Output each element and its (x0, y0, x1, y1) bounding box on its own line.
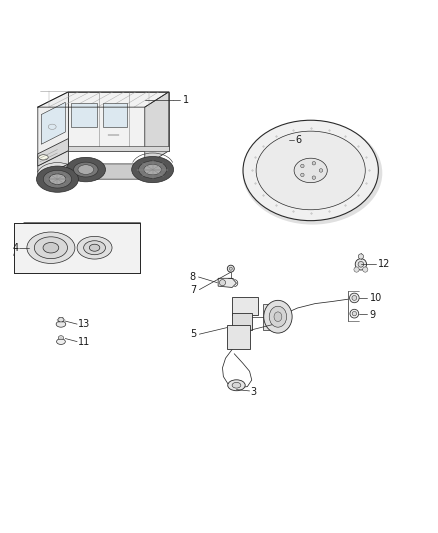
Text: 5: 5 (191, 329, 197, 339)
Ellipse shape (352, 311, 357, 316)
Ellipse shape (89, 244, 100, 251)
Circle shape (60, 336, 62, 339)
Polygon shape (14, 223, 141, 255)
Polygon shape (38, 139, 68, 166)
Ellipse shape (34, 237, 67, 259)
Circle shape (312, 161, 316, 165)
Ellipse shape (229, 267, 232, 270)
Ellipse shape (144, 164, 161, 175)
Ellipse shape (66, 157, 106, 182)
Polygon shape (232, 297, 258, 314)
Text: 6: 6 (295, 135, 301, 145)
Ellipse shape (350, 293, 359, 303)
Ellipse shape (269, 306, 287, 327)
Polygon shape (38, 92, 169, 107)
Text: 4: 4 (13, 243, 19, 253)
Circle shape (300, 173, 304, 176)
Ellipse shape (56, 321, 66, 327)
Ellipse shape (243, 122, 382, 224)
Ellipse shape (355, 259, 367, 270)
Polygon shape (103, 103, 127, 127)
Text: 7: 7 (191, 285, 197, 295)
Text: 3: 3 (251, 387, 257, 397)
Polygon shape (263, 304, 276, 330)
Polygon shape (68, 147, 169, 151)
Ellipse shape (132, 157, 173, 183)
Circle shape (319, 169, 323, 172)
Polygon shape (41, 102, 65, 144)
Ellipse shape (139, 161, 166, 179)
Ellipse shape (78, 165, 94, 174)
Text: 10: 10 (370, 293, 382, 303)
Polygon shape (38, 92, 68, 166)
Circle shape (312, 176, 316, 180)
Ellipse shape (36, 166, 78, 192)
Ellipse shape (84, 241, 106, 255)
Polygon shape (227, 326, 250, 350)
Polygon shape (68, 92, 169, 151)
Ellipse shape (350, 309, 359, 318)
Polygon shape (14, 223, 141, 273)
Ellipse shape (77, 236, 112, 259)
Ellipse shape (227, 265, 234, 272)
Polygon shape (38, 164, 169, 179)
Ellipse shape (49, 174, 66, 184)
Ellipse shape (243, 120, 378, 221)
Text: 9: 9 (370, 310, 376, 319)
Circle shape (219, 280, 226, 286)
Text: 11: 11 (78, 337, 91, 346)
Ellipse shape (74, 162, 98, 177)
Polygon shape (232, 313, 252, 330)
Ellipse shape (43, 243, 59, 253)
Ellipse shape (43, 171, 71, 188)
Text: 8: 8 (190, 272, 196, 282)
Text: 1: 1 (183, 95, 189, 104)
Ellipse shape (57, 339, 65, 344)
Polygon shape (218, 278, 237, 287)
Polygon shape (38, 151, 68, 179)
Ellipse shape (352, 295, 357, 300)
Text: 12: 12 (378, 260, 390, 269)
Circle shape (363, 267, 368, 272)
Ellipse shape (228, 380, 245, 391)
Ellipse shape (274, 312, 282, 321)
Ellipse shape (256, 131, 365, 210)
Ellipse shape (27, 232, 75, 263)
Ellipse shape (358, 254, 364, 259)
Ellipse shape (58, 318, 64, 322)
Polygon shape (71, 103, 97, 127)
Ellipse shape (39, 155, 48, 160)
Ellipse shape (358, 262, 364, 267)
Circle shape (300, 164, 304, 168)
Polygon shape (145, 92, 169, 166)
Text: 13: 13 (78, 319, 91, 329)
Ellipse shape (264, 300, 292, 333)
Ellipse shape (294, 158, 327, 183)
Ellipse shape (58, 336, 64, 340)
Ellipse shape (232, 382, 241, 388)
Circle shape (354, 267, 359, 272)
